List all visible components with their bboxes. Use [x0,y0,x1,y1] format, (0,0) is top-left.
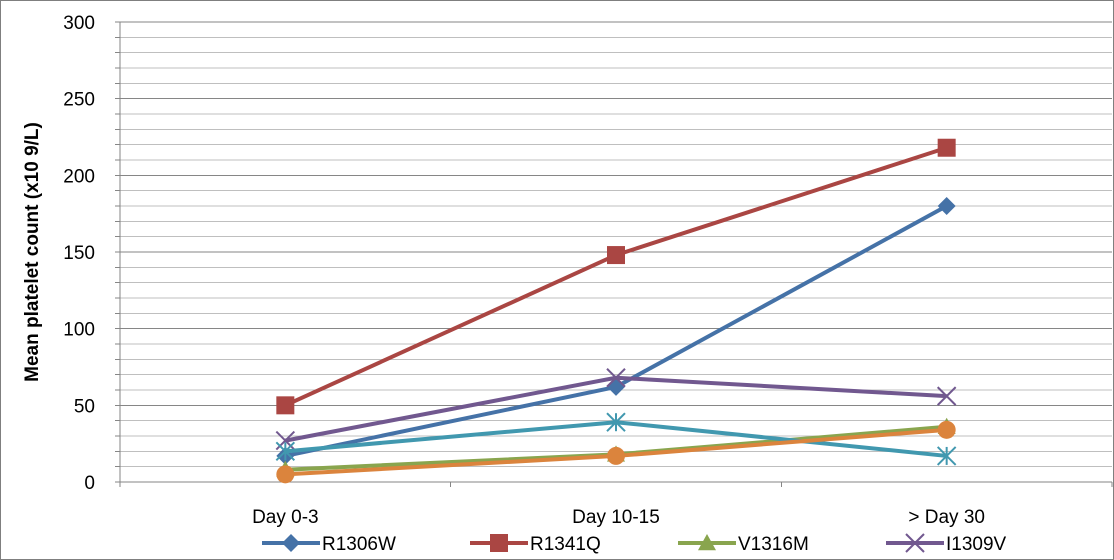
y-tick-label: 200 [63,166,95,187]
legend-item: R1306W [262,534,396,555]
marker-stroke [606,368,626,388]
legend: R1306W R1341Q V1316M I1309V [262,533,1007,555]
y-tick-labels: 0 50 100 150 200 250 300 [63,13,95,494]
series-line [284,145,948,408]
legend-marker [905,533,925,553]
data-point [937,197,956,215]
y-axis-label: Mean platelet count (x10 9/L) [22,122,43,382]
series-r1306w [276,197,956,465]
x-tick-label: Day 10-15 [572,507,660,528]
series-lines [275,138,957,484]
x-tick-label: > Day 30 [908,507,985,528]
y-tick-label: 50 [74,396,95,417]
x-tick-label: Day 0-3 [252,507,319,528]
data-point [607,446,625,465]
series-r1341q [276,138,956,415]
legend-marker [490,534,508,552]
data-point [276,396,295,415]
data-point [937,138,956,157]
legend-item: R1341Q [470,534,601,555]
legend-label: R1306W [322,534,396,555]
legend-marker [698,534,716,551]
y-tick-label: 300 [63,13,95,34]
data-point [937,420,956,439]
series-unlabeled-5 [276,420,956,484]
data-point [606,412,626,432]
data-point [276,465,295,484]
series-unlabeled-4 [275,412,957,466]
y-tick-label: 250 [63,90,95,111]
data-point [275,441,296,462]
x-tick-labels: Day 0-3 Day 10-15 > Day 30 [252,507,985,528]
legend-item: V1316M [678,534,809,555]
legend-label: R1341Q [530,534,601,555]
legend-marker [282,534,300,552]
y-tick-label: 100 [63,320,95,341]
marker-stroke [905,533,925,553]
legend-item: I1309V [886,533,1007,555]
y-tick-label: 0 [84,473,95,494]
data-point [936,446,957,466]
data-point [936,386,957,406]
marker-stroke [936,386,957,406]
y-tick-label: 150 [63,243,95,264]
legend-label: V1316M [738,534,809,555]
data-point [607,246,625,265]
data-point [606,368,626,388]
legend-label: I1309V [946,534,1007,555]
